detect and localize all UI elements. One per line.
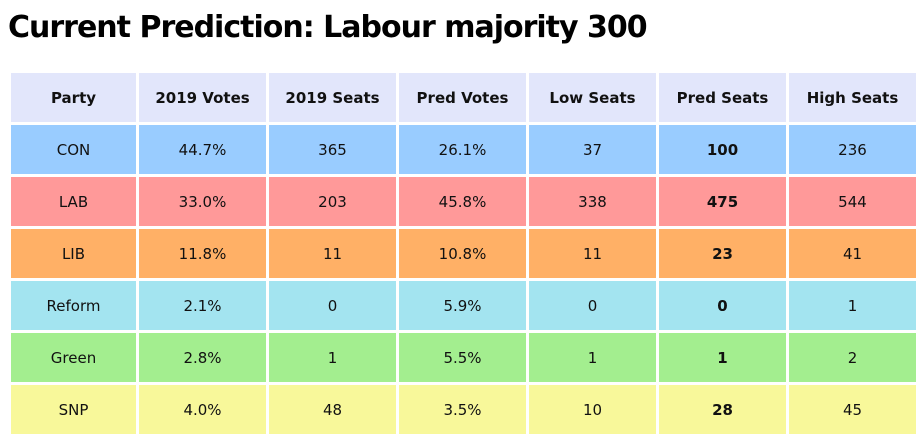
table-row: CON 44.7% 365 26.1% 37 100 236	[11, 125, 916, 174]
high-seats-cell: 45	[789, 385, 916, 434]
low-seats-cell: 10	[529, 385, 656, 434]
pred-votes-cell: 45.8%	[399, 177, 526, 226]
pred-seats-cell: 100	[659, 125, 786, 174]
party-cell: Reform	[11, 281, 136, 330]
high-seats-cell: 1	[789, 281, 916, 330]
pred-votes-cell: 10.8%	[399, 229, 526, 278]
votes-2019-cell: 11.8%	[139, 229, 266, 278]
votes-2019-cell: 4.0%	[139, 385, 266, 434]
pred-votes-cell: 26.1%	[399, 125, 526, 174]
pred-votes-cell: 5.5%	[399, 333, 526, 382]
pred-seats-cell: 475	[659, 177, 786, 226]
votes-2019-cell: 44.7%	[139, 125, 266, 174]
pred-votes-cell: 5.9%	[399, 281, 526, 330]
table-row: Reform 2.1% 0 5.9% 0 0 1	[11, 281, 916, 330]
header-pred-votes: Pred Votes	[399, 73, 526, 122]
low-seats-cell: 11	[529, 229, 656, 278]
pred-seats-cell: 0	[659, 281, 786, 330]
pred-seats-cell: 28	[659, 385, 786, 434]
party-cell: LAB	[11, 177, 136, 226]
low-seats-cell: 338	[529, 177, 656, 226]
header-low-seats: Low Seats	[529, 73, 656, 122]
votes-2019-cell: 33.0%	[139, 177, 266, 226]
party-cell: LIB	[11, 229, 136, 278]
pred-seats-cell: 23	[659, 229, 786, 278]
page-title: Current Prediction: Labour majority 300	[8, 10, 648, 45]
party-cell: CON	[11, 125, 136, 174]
votes-2019-cell: 2.1%	[139, 281, 266, 330]
high-seats-cell: 544	[789, 177, 916, 226]
party-cell: Green	[11, 333, 136, 382]
pred-votes-cell: 3.5%	[399, 385, 526, 434]
header-high-seats: High Seats	[789, 73, 916, 122]
seats-2019-cell: 365	[269, 125, 396, 174]
seats-2019-cell: 0	[269, 281, 396, 330]
pred-seats-cell: 1	[659, 333, 786, 382]
seats-2019-cell: 1	[269, 333, 396, 382]
votes-2019-cell: 2.8%	[139, 333, 266, 382]
seats-2019-cell: 11	[269, 229, 396, 278]
high-seats-cell: 2	[789, 333, 916, 382]
party-cell: SNP	[11, 385, 136, 434]
header-pred-seats: Pred Seats	[659, 73, 786, 122]
table-header-row: Party 2019 Votes 2019 Seats Pred Votes L…	[11, 73, 916, 122]
low-seats-cell: 0	[529, 281, 656, 330]
header-party: Party	[11, 73, 136, 122]
header-2019-seats: 2019 Seats	[269, 73, 396, 122]
prediction-table: Party 2019 Votes 2019 Seats Pred Votes L…	[8, 70, 919, 437]
table-row: LAB 33.0% 203 45.8% 338 475 544	[11, 177, 916, 226]
low-seats-cell: 1	[529, 333, 656, 382]
seats-2019-cell: 48	[269, 385, 396, 434]
low-seats-cell: 37	[529, 125, 656, 174]
high-seats-cell: 41	[789, 229, 916, 278]
header-2019-votes: 2019 Votes	[139, 73, 266, 122]
table-row: Green 2.8% 1 5.5% 1 1 2	[11, 333, 916, 382]
table-row: LIB 11.8% 11 10.8% 11 23 41	[11, 229, 916, 278]
seats-2019-cell: 203	[269, 177, 396, 226]
table-row: SNP 4.0% 48 3.5% 10 28 45	[11, 385, 916, 434]
high-seats-cell: 236	[789, 125, 916, 174]
